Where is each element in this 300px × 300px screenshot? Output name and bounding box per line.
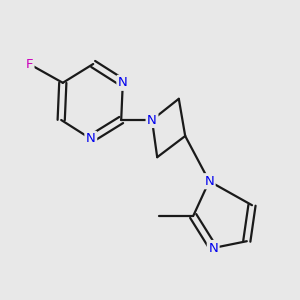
- Text: N: N: [86, 132, 96, 145]
- Text: N: N: [204, 175, 214, 188]
- Text: N: N: [147, 113, 157, 127]
- Text: N: N: [118, 76, 128, 89]
- Text: N: N: [208, 242, 218, 254]
- Text: F: F: [26, 58, 33, 70]
